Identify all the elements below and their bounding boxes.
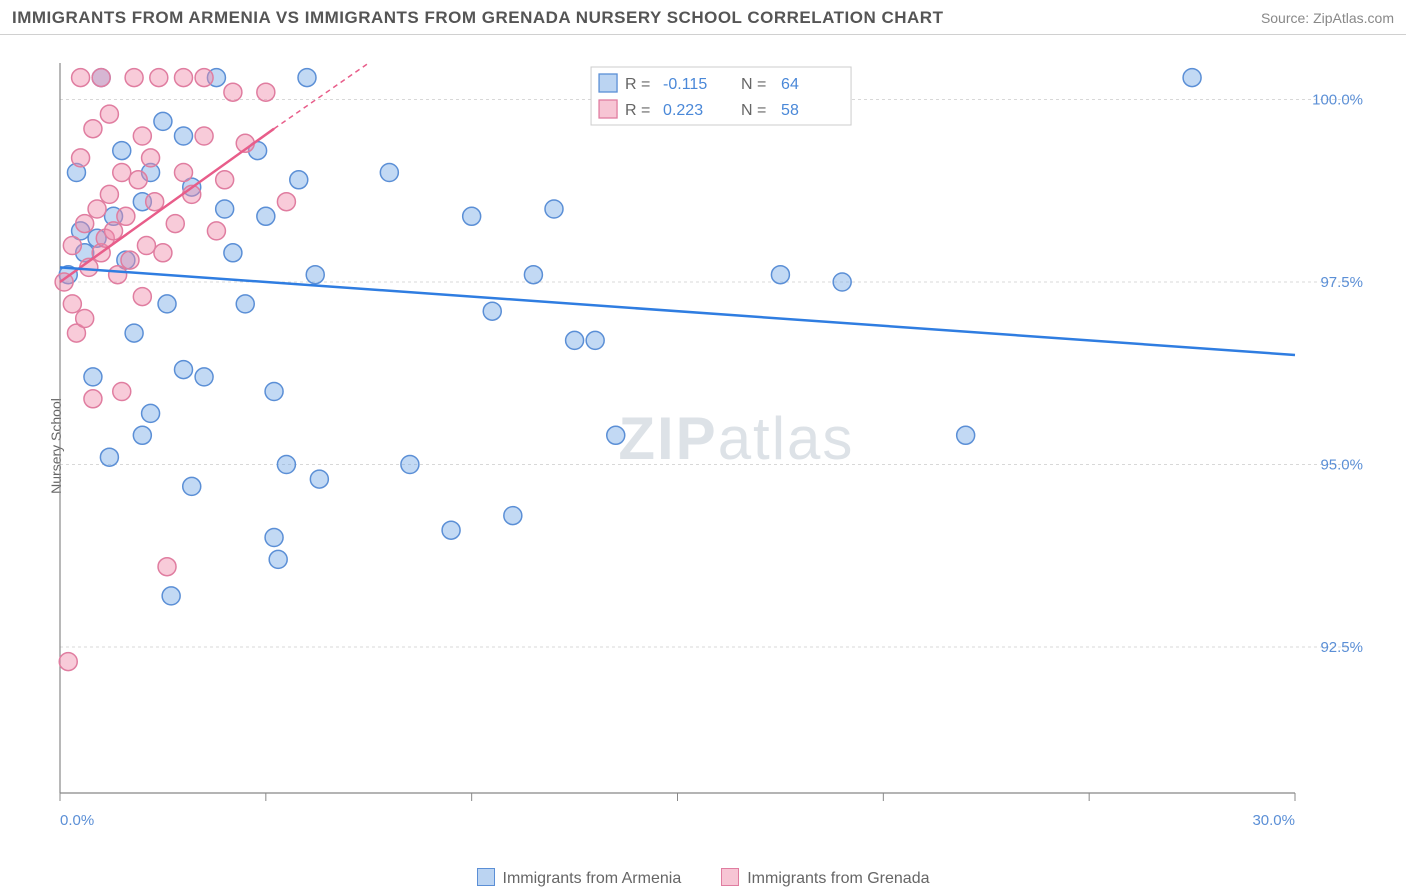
- chart-svg: ZIPatlas 92.5% 95.0% 97.5% 100.0% 0.0% 30.0% R …: [50, 48, 1370, 838]
- legend-item-grenada: Immigrants from Grenada: [721, 868, 929, 888]
- svg-text:30.0%: 30.0%: [1252, 812, 1295, 829]
- source-attribution: Source: ZipAtlas.com: [1261, 10, 1394, 26]
- svg-text:100.0%: 100.0%: [1312, 92, 1363, 109]
- svg-text:92.5%: 92.5%: [1320, 639, 1363, 656]
- svg-text:0.223: 0.223: [663, 102, 703, 119]
- legend-swatch-grenada: [721, 868, 739, 886]
- chart-title: IMMIGRANTS FROM ARMENIA VS IMMIGRANTS FR…: [12, 8, 943, 28]
- source-value: ZipAtlas.com: [1313, 10, 1394, 26]
- legend-label-armenia: Immigrants from Armenia: [503, 870, 682, 887]
- legend-swatch-armenia: [477, 868, 495, 886]
- svg-text:95.0%: 95.0%: [1320, 457, 1363, 474]
- legend-item-armenia: Immigrants from Armenia: [477, 868, 682, 888]
- svg-text:0.0%: 0.0%: [60, 812, 94, 829]
- svg-text:ZIPatlas: ZIPatlas: [618, 405, 854, 472]
- svg-text:N =: N =: [741, 102, 766, 119]
- source-prefix: Source:: [1261, 10, 1313, 26]
- legend-label-grenada: Immigrants from Grenada: [747, 870, 929, 887]
- svg-text:-0.115: -0.115: [663, 76, 707, 93]
- svg-text:R =: R =: [625, 76, 650, 93]
- svg-text:58: 58: [781, 102, 799, 119]
- title-bar: IMMIGRANTS FROM ARMENIA VS IMMIGRANTS FR…: [0, 0, 1406, 35]
- legend-bottom: Immigrants from Armenia Immigrants from …: [0, 868, 1406, 888]
- svg-text:64: 64: [781, 76, 799, 93]
- chart-container: IMMIGRANTS FROM ARMENIA VS IMMIGRANTS FR…: [0, 0, 1406, 892]
- plot-area: ZIPatlas 92.5% 95.0% 97.5% 100.0% 0.0% 30.0% R …: [50, 48, 1370, 838]
- svg-text:97.5%: 97.5%: [1320, 274, 1363, 291]
- svg-text:N =: N =: [741, 76, 766, 93]
- svg-text:R =: R =: [625, 102, 650, 119]
